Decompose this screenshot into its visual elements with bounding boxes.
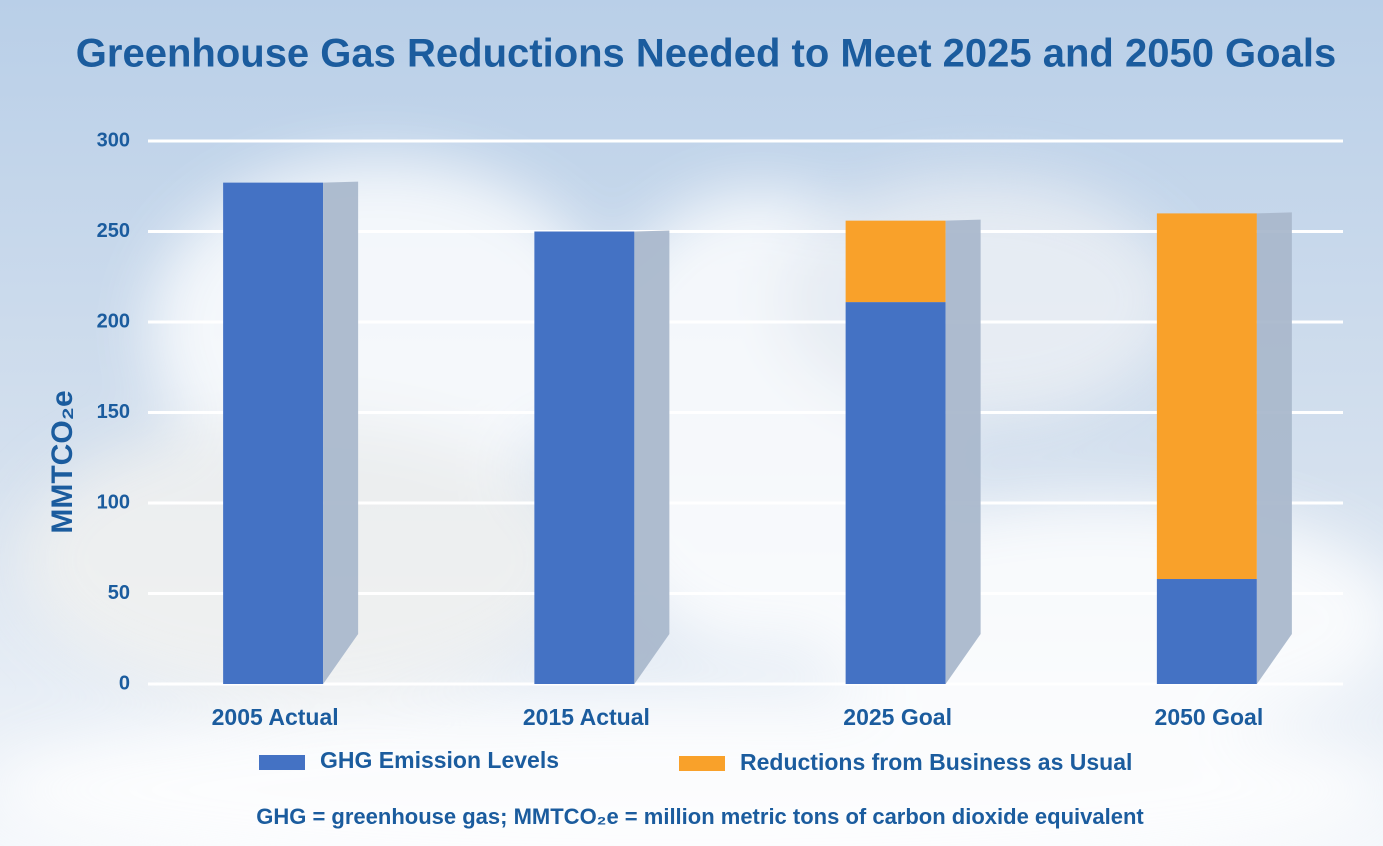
y-tick-label: 150 (97, 401, 130, 423)
y-tick-label: 50 (108, 582, 130, 604)
y-tick-label: 0 (119, 672, 130, 694)
footnote: GHG = greenhouse gas; MMTCO₂e = million … (256, 804, 1144, 829)
legend-swatch (259, 755, 305, 770)
chart-title: Greenhouse Gas Reductions Needed to Meet… (76, 32, 1336, 76)
bar-side (945, 219, 981, 684)
bar-side (634, 230, 670, 684)
y-tick-label: 250 (97, 220, 130, 242)
bar-side (323, 181, 359, 684)
bar-segment (845, 302, 946, 684)
x-tick-label: 2015 Actual (523, 704, 650, 730)
x-tick-label: 2005 Actual (212, 704, 339, 730)
y-tick-label: 200 (97, 310, 130, 332)
x-tick-label: 2050 Goal (1155, 704, 1264, 730)
legend-label: GHG Emission Levels (320, 747, 559, 773)
y-axis-label: MMTCO₂e (46, 390, 79, 533)
y-tick-label: 300 (97, 129, 130, 151)
legend-swatch (679, 756, 725, 771)
bar-segment (223, 182, 324, 684)
bar-segment (1156, 213, 1257, 580)
x-tick-label: 2025 Goal (843, 704, 952, 730)
bar-side (1256, 212, 1292, 684)
bar-segment (845, 220, 946, 303)
legend-label: Reductions from Business as Usual (740, 749, 1132, 775)
bar-segment (1156, 579, 1257, 684)
y-tick-label: 100 (97, 491, 130, 513)
bar-segment (534, 231, 635, 684)
